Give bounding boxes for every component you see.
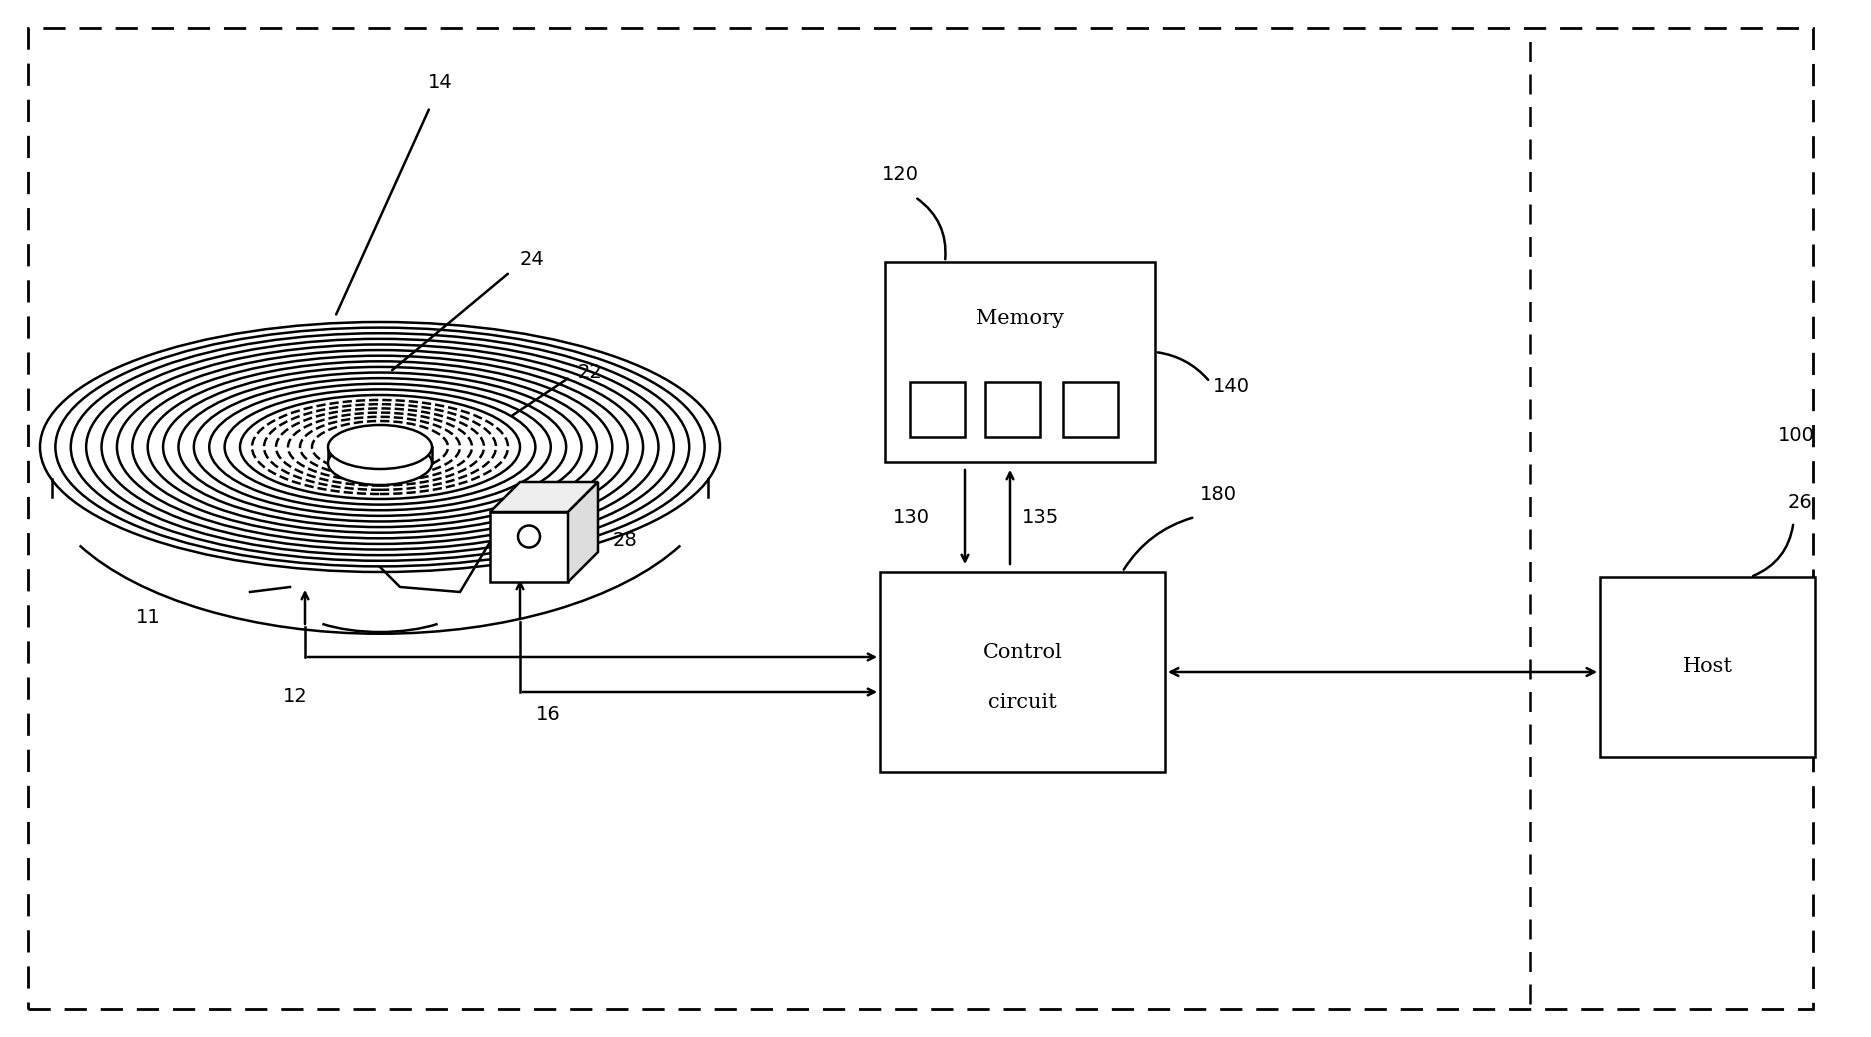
Bar: [1600, 577, 1815, 757]
Ellipse shape: [518, 526, 541, 548]
Text: 120: 120: [881, 165, 919, 184]
Text: Host: Host: [1682, 657, 1733, 676]
Text: circuit: circuit: [988, 693, 1057, 711]
Text: 11: 11: [135, 608, 161, 626]
Text: Memory: Memory: [977, 308, 1065, 328]
Text: 12: 12: [283, 688, 307, 706]
Ellipse shape: [327, 425, 432, 469]
Text: 180: 180: [1199, 485, 1237, 504]
Text: 100: 100: [1777, 426, 1815, 445]
Text: 135: 135: [1022, 507, 1059, 527]
Text: 140: 140: [1212, 376, 1250, 395]
Text: 130: 130: [892, 507, 930, 527]
Ellipse shape: [327, 441, 432, 485]
Bar: [885, 262, 1154, 463]
Bar: [879, 572, 1166, 772]
Bar: [909, 382, 965, 437]
Polygon shape: [569, 482, 599, 582]
Polygon shape: [327, 447, 432, 463]
Text: 22: 22: [578, 363, 602, 382]
Text: Control: Control: [982, 643, 1063, 662]
Polygon shape: [490, 482, 599, 512]
Bar: [984, 382, 1040, 437]
Text: 14: 14: [428, 73, 453, 92]
Text: 28: 28: [614, 531, 638, 550]
Bar: [1063, 382, 1119, 437]
Text: 24: 24: [520, 250, 544, 269]
Text: 16: 16: [535, 704, 561, 724]
Bar: [490, 512, 569, 582]
Text: 26: 26: [1787, 493, 1813, 512]
